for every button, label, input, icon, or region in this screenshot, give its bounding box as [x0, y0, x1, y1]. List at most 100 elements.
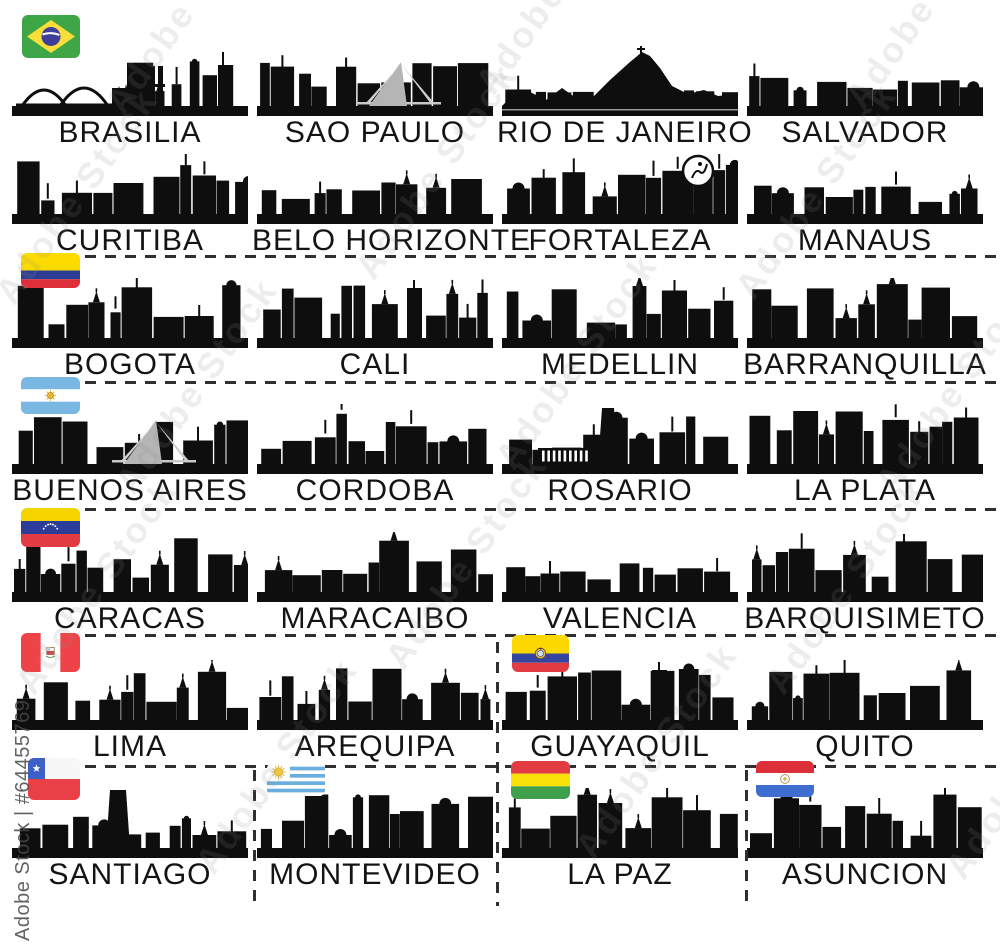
city-name-label: CALI: [339, 348, 411, 381]
manaus-skyline: [747, 171, 983, 224]
fortaleza-skyline: [502, 154, 738, 224]
city-cell: SALVADOR: [742, 46, 988, 150]
maracaibo-skyline: [257, 532, 493, 602]
city-cell: MARACAIBO: [252, 532, 498, 636]
city-name-label: BOGOTA: [63, 348, 197, 381]
argentina-flag: [21, 377, 80, 414]
city-cell: VALENCIA: [497, 532, 743, 636]
city-cell: BRASILIA: [7, 46, 253, 150]
city-name-label: QUITO: [815, 730, 915, 763]
la-plata-skyline: [747, 404, 983, 474]
city-name-label: LA PLATA: [794, 474, 936, 507]
city-name-label: MONTEVIDEO: [269, 858, 481, 891]
arequipa-skyline: [257, 668, 493, 730]
city-cell: LA PLATA: [742, 404, 988, 508]
city-name-label: BRASILIA: [58, 116, 202, 149]
city-name-label: ROSARIO: [547, 474, 693, 507]
city-name-label: LIMA: [92, 730, 168, 763]
city-cell: CARACAS: [7, 532, 253, 636]
bogota-skyline: [12, 278, 248, 348]
section-divider-horizontal: [85, 381, 998, 384]
city-cell: LA PAZ: [497, 788, 743, 892]
city-cell: BARRANQUILLA: [742, 278, 988, 382]
city-cell: MANAUS: [742, 154, 988, 258]
paraguay-flag: [756, 761, 814, 797]
city-cell: MEDELLIN: [497, 278, 743, 382]
city-name-label: GUAYAQUIL: [530, 730, 710, 763]
city-name-label: CORDOBA: [295, 474, 455, 507]
section-divider-horizontal: [85, 255, 998, 258]
city-name-label: AREQUIPA: [294, 730, 456, 763]
guayaquil-skyline: [502, 662, 738, 730]
city-cell: SAO PAULO: [252, 46, 498, 150]
city-cell: FORTALEZA: [497, 154, 743, 258]
buenos-aires-skyline: [12, 417, 248, 474]
city-name-label: MARACAIBO: [280, 602, 470, 635]
city-cell: CORDOBA: [252, 404, 498, 508]
valencia-skyline: [502, 558, 738, 602]
city-name-label: BARRANQUILLA: [743, 348, 987, 381]
city-name-label: SANTIAGO: [48, 858, 212, 891]
chile-flag: [28, 758, 80, 800]
ecuador-flag: [512, 635, 569, 672]
colombia-flag: [21, 253, 80, 288]
city-cell: CALI: [252, 278, 498, 382]
rosario-skyline: [502, 408, 738, 474]
city-name-label: SAO PAULO: [284, 116, 466, 149]
cordoba-skyline: [257, 404, 493, 474]
barquisimeto-skyline: [747, 533, 983, 602]
section-divider-horizontal: [85, 508, 998, 511]
caracas-skyline: [12, 538, 248, 602]
city-name-label: BELO HORIZONTE: [252, 224, 532, 257]
city-cell: BUENOS AIRES: [7, 404, 253, 508]
uruguay-flag: [267, 763, 325, 796]
rio-de-janeiro-skyline: [502, 46, 738, 116]
montevideo-skyline: [257, 788, 493, 858]
brasilia-skyline: [12, 52, 248, 116]
city-name-label: CURITIBA: [55, 224, 204, 257]
city-cell: MONTEVIDEO: [252, 788, 498, 892]
city-name-label: RIO DE JANEIRO: [497, 116, 753, 149]
bolivia-flag: [511, 761, 570, 799]
section-divider-vertical: [496, 642, 499, 906]
city-name-label: CARACAS: [53, 602, 207, 635]
city-cell: SANTIAGO: [7, 788, 253, 892]
city-name-label: MANAUS: [797, 224, 933, 257]
city-name-label: BUENOS AIRES: [12, 474, 248, 507]
section-divider-vertical: [745, 770, 748, 906]
city-cell: BARQUISIMETO: [742, 532, 988, 636]
belo-horizonte-skyline: [257, 170, 493, 224]
cali-skyline: [257, 279, 493, 348]
quito-skyline: [747, 660, 983, 730]
city-name-label: MEDELLIN: [540, 348, 700, 381]
venezuela-flag: [21, 508, 80, 547]
lima-skyline: [12, 660, 248, 730]
city-cell: ROSARIO: [497, 404, 743, 508]
city-cell: QUITO: [742, 660, 988, 764]
city-cell: BOGOTA: [7, 278, 253, 382]
barranquilla-skyline: [747, 278, 983, 348]
watermark-id-label: Adobe Stock | #64455769: [12, 699, 34, 941]
city-cell: RIO DE JANEIRO: [497, 46, 753, 150]
salvador-skyline: [747, 63, 983, 116]
city-name-label: FORTALEZA: [528, 224, 712, 257]
city-name-label: SALVADOR: [781, 116, 949, 149]
city-cell: CURITIBA: [7, 154, 253, 258]
city-cell: BELO HORIZONTE: [252, 154, 532, 258]
city-cell: GUAYAQUIL: [497, 660, 743, 764]
santiago-skyline: [12, 790, 248, 858]
peru-flag: [21, 633, 80, 672]
city-name-label: ASUNCION: [781, 858, 949, 891]
brazil-flag: [22, 15, 80, 58]
city-name-label: LA PAZ: [567, 858, 673, 891]
la-paz-skyline: [502, 788, 738, 858]
city-name-label: BARQUISIMETO: [744, 602, 986, 635]
sao-paulo-skyline: [257, 55, 493, 116]
city-cell: ASUNCION: [742, 788, 988, 892]
curitiba-skyline: [12, 154, 248, 224]
medellin-skyline: [502, 278, 738, 348]
city-cell: LIMA: [7, 660, 253, 764]
asuncion-skyline: [747, 788, 983, 858]
section-divider-vertical: [253, 770, 256, 906]
